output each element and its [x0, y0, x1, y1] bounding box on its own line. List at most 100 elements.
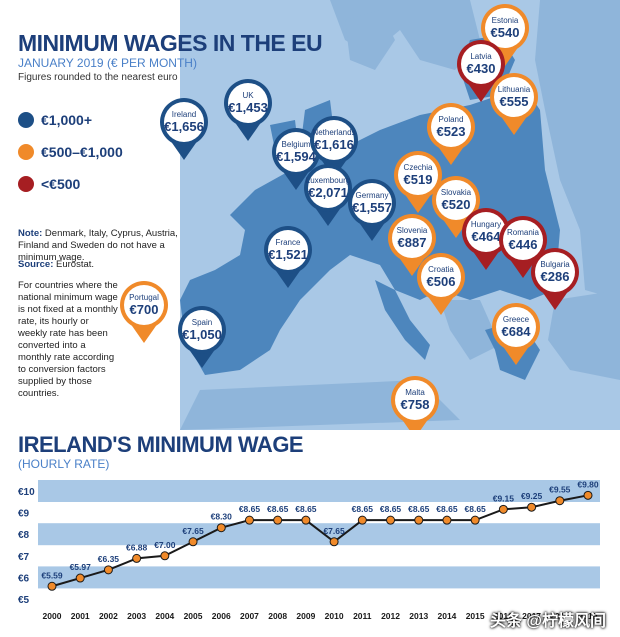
- data-point-2015: [470, 515, 480, 525]
- conversion-note: For countries where the national minimum…: [18, 280, 118, 399]
- marker-face-netherlands: [314, 120, 354, 160]
- marker-country-latvia: Latvia: [470, 52, 492, 61]
- y-tick-label: €6: [18, 573, 30, 584]
- marker-face-slovenia: [392, 218, 432, 258]
- marker-country-slovenia: Slovenia: [397, 226, 428, 235]
- marker-country-poland: Poland: [439, 115, 464, 124]
- marker-face-belgium: [276, 132, 316, 172]
- marker-face-germany: [352, 183, 392, 223]
- marker-country-greece: Greece: [503, 315, 530, 324]
- marker-value-czechia: €519: [404, 172, 433, 187]
- marker-face-romania: [503, 220, 543, 260]
- east-land: [535, 0, 620, 300]
- marker-face-bulgaria: [535, 252, 575, 292]
- legend-mid: €500–€1,000: [18, 144, 123, 160]
- marker-value-lithuania: €555: [500, 94, 529, 109]
- marker-value-malta: €758: [401, 397, 430, 412]
- page-title: MINIMUM WAGES IN THE EU: [18, 30, 323, 56]
- legend-high-label: €1,000+: [41, 112, 92, 128]
- band-10: [38, 480, 600, 502]
- page-subtitle: JANUARY 2019 (€ PER MONTH): [18, 56, 197, 70]
- marker-estonia: Estonia€540: [481, 4, 529, 66]
- data-point-2013: [414, 515, 424, 525]
- marker-portugal: Portugal€700: [120, 281, 168, 343]
- chart-subtitle: (HOURLY RATE): [18, 457, 110, 471]
- x-tick-label-2018: 2018: [550, 611, 569, 621]
- data-label-2015: €8.65: [465, 504, 487, 514]
- x-tick-label-2015: 2015: [466, 611, 485, 621]
- data-label-2009: €8.65: [295, 504, 317, 514]
- data-label-2019: €9.80: [577, 479, 599, 489]
- data-label-2002: €6.35: [98, 554, 120, 564]
- marker-value-ireland: €1,656: [164, 119, 204, 134]
- marker-value-netherlands: €1,616: [314, 137, 354, 152]
- x-tick-label-2013: 2013: [409, 611, 428, 621]
- marker-face-poland: [431, 107, 471, 147]
- marker-face-greece: [496, 307, 536, 347]
- marker-country-luxembourg: Luxembourg: [306, 176, 350, 185]
- legend-low: <€500: [18, 176, 80, 192]
- marker-value-bulgaria: €286: [541, 269, 570, 284]
- marker-face-hungary: [466, 212, 506, 252]
- marker-value-hungary: €464: [472, 229, 502, 244]
- data-label-2003: €6.88: [126, 542, 148, 552]
- hourly-wage-line-chart: €10 €9 €8 €7 €6 €5 €5.59 2000 €5.97 2001 €6.35 2002…: [18, 479, 600, 621]
- data-label-2008: €8.65: [267, 504, 289, 514]
- x-tick-label-2016: 2016: [494, 611, 513, 621]
- data-label-2014: €8.65: [436, 504, 458, 514]
- y-tick-label: €7: [18, 552, 30, 563]
- marker-greece: Greece€684: [492, 303, 540, 365]
- chart-title: IRELAND'S MINIMUM WAGE: [18, 432, 304, 457]
- data-point-2014: [442, 515, 452, 525]
- marker-country-bulgaria: Bulgaria: [540, 260, 570, 269]
- marker-country-france: France: [276, 238, 301, 247]
- x-tick-label-2005: 2005: [184, 611, 203, 621]
- source-label: Source:: [18, 259, 54, 270]
- data-label-2000: €5.59: [41, 570, 63, 580]
- marker-malta: Malta€758: [391, 376, 439, 430]
- marker-bulgaria: Bulgaria€286: [531, 248, 579, 310]
- data-label-2017: €9.25: [521, 491, 543, 501]
- marker-czechia: Czechia€519: [394, 151, 442, 213]
- italy: [375, 280, 430, 360]
- x-tick-label-2009: 2009: [296, 611, 315, 621]
- x-tick-label-2008: 2008: [268, 611, 287, 621]
- marker-value-luxembourg: €2,071: [308, 185, 348, 200]
- source-block: Source: Eurostat.: [18, 259, 178, 271]
- note-block: Note: Denmark, Italy, Cyprus, Austria, F…: [18, 228, 178, 264]
- x-tick-label-2000: 2000: [43, 611, 62, 621]
- marker-hungary: Hungary€464: [462, 208, 510, 270]
- x-tick-label-2012: 2012: [381, 611, 400, 621]
- marker-country-spain: Spain: [192, 318, 212, 327]
- marker-romania: Romania€446: [499, 216, 547, 278]
- x-tick-label-2019: 2019: [579, 611, 598, 621]
- data-label-2010: €7.65: [323, 526, 345, 536]
- source-text: Eurostat.: [56, 259, 95, 270]
- legend-mid-label: €500–€1,000: [41, 144, 123, 160]
- x-tick-label-2010: 2010: [325, 611, 344, 621]
- marker-value-belgium: €1,594: [276, 149, 317, 164]
- marker-country-estonia: Estonia: [492, 16, 519, 25]
- data-label-2005: €7.65: [182, 526, 204, 536]
- data-label-2004: €7.00: [154, 540, 176, 550]
- data-point-2008: [273, 515, 283, 525]
- marker-ireland: Ireland€1,656: [160, 98, 208, 160]
- europe-map: Ireland€1,656UK€1,453Belgium€1,594Nether…: [120, 0, 620, 430]
- y-tick-label: €5: [18, 595, 30, 606]
- marker-netherlands: Netherlands€1,616: [310, 116, 358, 178]
- marker-face-lithuania: [494, 77, 534, 117]
- legend-low-dot: [18, 176, 34, 192]
- marker-face-france: [268, 230, 308, 270]
- data-label-2007: €8.65: [239, 504, 261, 514]
- marker-country-germany: Germany: [356, 191, 389, 200]
- marker-face-luxembourg: [308, 168, 348, 208]
- marker-slovenia: Slovenia€887: [388, 214, 436, 276]
- y-tick-label: €8: [18, 530, 30, 541]
- marker-belgium: Belgium€1,594: [272, 128, 320, 190]
- marker-country-malta: Malta: [405, 388, 425, 397]
- marker-value-slovakia: €520: [442, 197, 471, 212]
- x-tick-label-2003: 2003: [127, 611, 146, 621]
- marker-face-malta: [395, 380, 435, 420]
- marker-face-spain: [182, 310, 222, 350]
- marker-country-uk: UK: [242, 91, 254, 100]
